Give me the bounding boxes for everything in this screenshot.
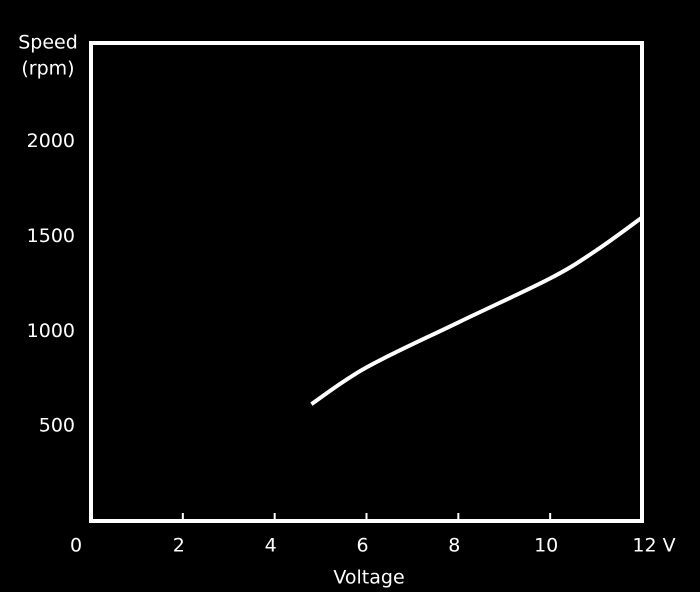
y-tick-label: 1000 — [27, 320, 75, 342]
x-tick-label: 2 — [173, 535, 185, 557]
x-tick-label: 0 — [70, 535, 82, 557]
y-tick-label: 500 — [39, 415, 75, 437]
x-tick-label: 10 — [534, 535, 558, 557]
y-tick-label: 1500 — [27, 225, 75, 247]
line — [310, 215, 644, 406]
x-tick-label: 6 — [356, 535, 368, 557]
plot-frame — [89, 41, 644, 523]
x-tick-label: 12 V — [632, 535, 675, 557]
x-tick-label: 8 — [448, 535, 460, 557]
y-axis-label: Speed — [18, 32, 78, 54]
y-tick-label: 2000 — [27, 130, 75, 152]
x-tick-label: 4 — [265, 535, 277, 557]
x-axis-label: Voltage — [333, 567, 404, 589]
y-axis-label: (rpm) — [21, 58, 74, 80]
